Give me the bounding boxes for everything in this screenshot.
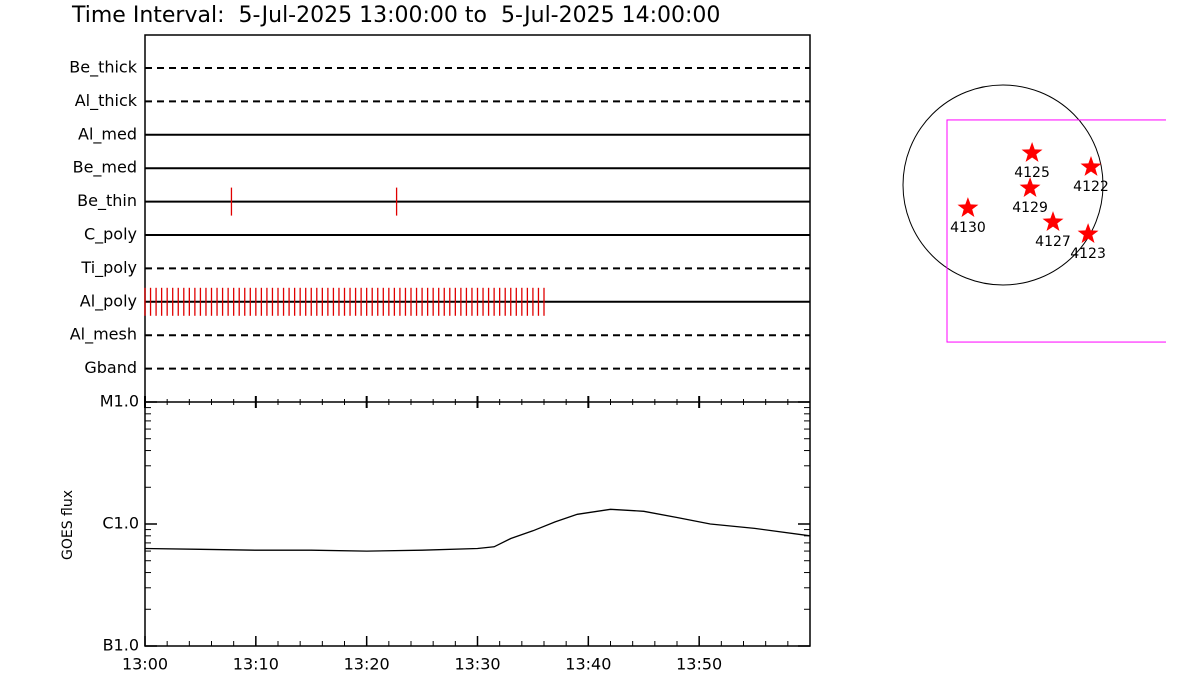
region-star xyxy=(957,197,979,217)
region-star xyxy=(1021,142,1043,162)
region-label: 4130 xyxy=(950,220,986,236)
x-tick-label: 13:20 xyxy=(344,655,390,674)
field-of-view xyxy=(946,119,1166,343)
x-tick-label: 13:40 xyxy=(565,655,611,674)
x-tick-label: 13:10 xyxy=(233,655,279,674)
row-label: Al_thick xyxy=(75,91,138,111)
row-label: Al_mesh xyxy=(70,325,137,345)
region-star xyxy=(1080,156,1102,176)
goes-curve xyxy=(144,508,811,552)
region-label: 4125 xyxy=(1014,165,1050,181)
y-tick-label: C1.0 xyxy=(102,514,139,533)
row-label: Gband xyxy=(84,358,137,377)
region-star xyxy=(1042,211,1064,231)
solar-disk xyxy=(902,84,1104,286)
region-star xyxy=(1077,223,1099,243)
row-label: Be_med xyxy=(73,158,137,178)
row-label: Al_med xyxy=(78,124,137,144)
x-tick-label: 13:50 xyxy=(676,655,722,674)
row-label: C_poly xyxy=(84,225,137,245)
region-label: 4123 xyxy=(1070,246,1106,262)
x-tick-label: 13:30 xyxy=(454,655,500,674)
row-label: Al_poly xyxy=(80,291,137,311)
row-label: Ti_poly xyxy=(80,258,137,278)
y-axis-label: GOES flux xyxy=(60,490,76,560)
title: Time Interval: 5-Jul-2025 13:00:00 to 5-… xyxy=(71,3,720,28)
region-label: 4122 xyxy=(1073,179,1109,195)
row-label: Be_thick xyxy=(69,58,137,78)
map xyxy=(902,84,1166,343)
y-tick-label: B1.0 xyxy=(103,636,139,655)
region-label: 4129 xyxy=(1012,200,1048,216)
y-tick-label: M1.0 xyxy=(100,392,139,411)
row-label: Be_thin xyxy=(77,191,137,211)
region-label: 4127 xyxy=(1035,234,1071,250)
plot-frame xyxy=(144,34,811,647)
x-tick-label: 13:00 xyxy=(122,655,168,674)
region-star xyxy=(1019,177,1041,197)
